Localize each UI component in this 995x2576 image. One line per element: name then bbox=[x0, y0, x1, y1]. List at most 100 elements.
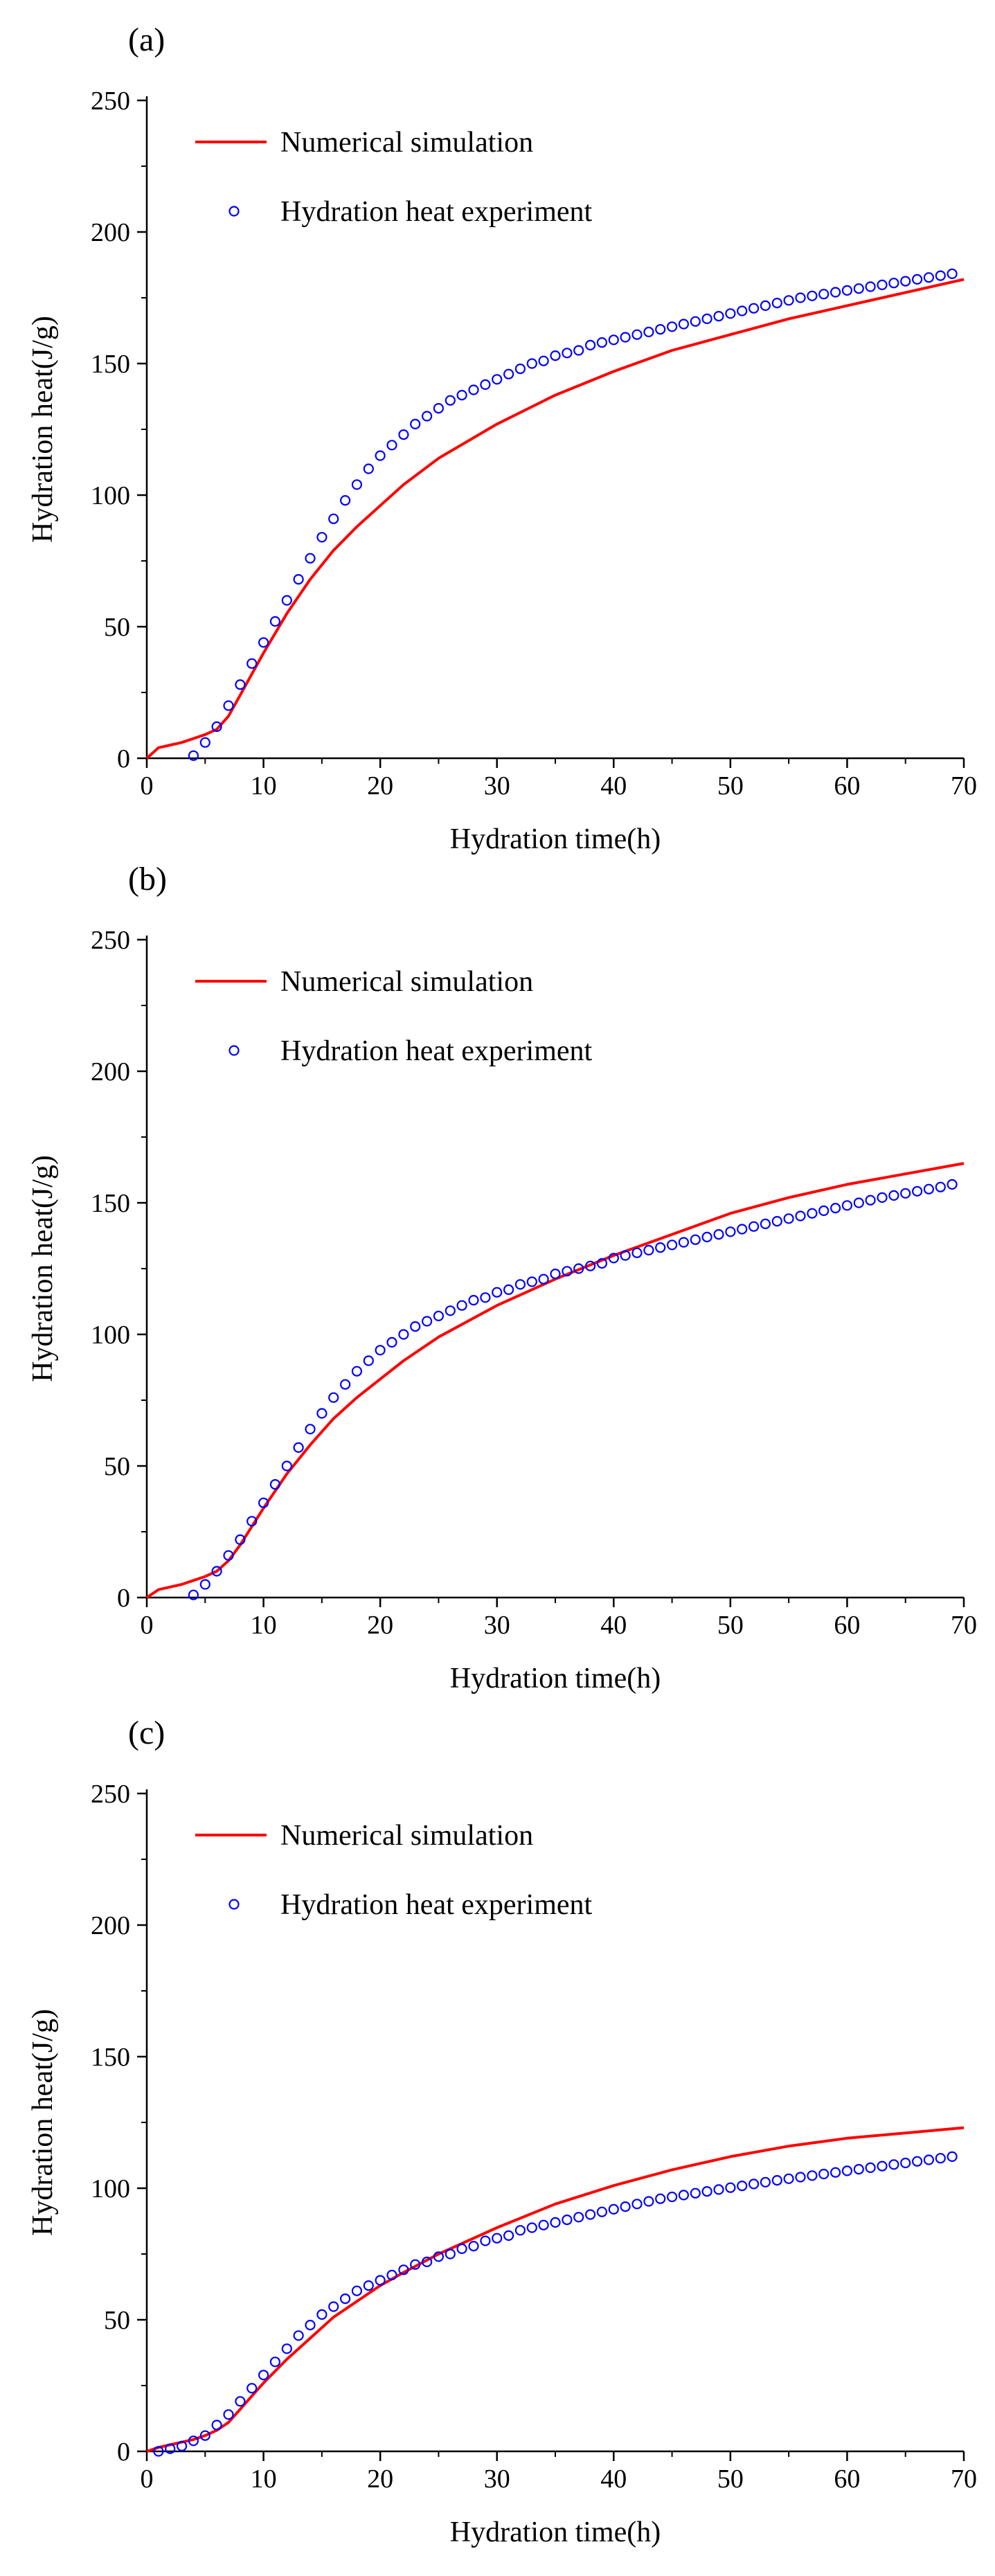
experiment-point bbox=[375, 1345, 386, 1356]
experiment-point bbox=[316, 1408, 328, 1419]
experiment-point bbox=[584, 339, 596, 350]
experiment-point bbox=[375, 450, 386, 461]
experiment-point bbox=[235, 679, 246, 690]
experiment-point bbox=[246, 658, 258, 669]
experiment-point bbox=[293, 2330, 304, 2341]
x-tick-label: 50 bbox=[717, 2465, 744, 2494]
experiment-point bbox=[538, 2219, 549, 2230]
experiment-point bbox=[771, 298, 782, 309]
experiment-point bbox=[562, 348, 573, 359]
legend-label-experiment: Hydration heat experiment bbox=[280, 1035, 592, 1067]
experiment-point bbox=[783, 1213, 794, 1224]
experiment-point bbox=[760, 300, 771, 311]
experiment-point bbox=[550, 350, 561, 361]
y-tick-label: 100 bbox=[91, 481, 130, 510]
experiment-point bbox=[410, 418, 421, 430]
x-tick-label: 70 bbox=[951, 1611, 977, 1640]
experiment-point bbox=[211, 2420, 222, 2431]
experiment-point bbox=[853, 2164, 864, 2175]
experiment-point bbox=[877, 2161, 888, 2172]
legend-marker-swatch bbox=[228, 206, 240, 217]
x-tick-label: 10 bbox=[251, 1611, 277, 1640]
experiment-point bbox=[375, 2275, 386, 2286]
experiment-point bbox=[445, 2248, 456, 2260]
experiment-point bbox=[911, 2156, 923, 2167]
experiment-point bbox=[492, 374, 503, 385]
legend-label-experiment: Hydration heat experiment bbox=[280, 196, 592, 228]
experiment-point bbox=[678, 2190, 690, 2201]
experiment-point bbox=[281, 595, 292, 606]
y-tick-label: 250 bbox=[91, 926, 130, 955]
chart-panel-1: (a) 0 50 100 150 200 250 0 10 20 30 40 50 60 70 Hydrati… bbox=[27, 21, 977, 855]
panel-label: (c) bbox=[128, 1715, 165, 1751]
experiment-point bbox=[246, 2383, 258, 2394]
experiment-point bbox=[947, 1179, 958, 1190]
experiment-point bbox=[830, 2167, 841, 2178]
experiment-point bbox=[608, 2203, 619, 2215]
series-simulation bbox=[145, 1162, 965, 1599]
experiment-point bbox=[713, 1228, 724, 1240]
x-tick-label: 30 bbox=[484, 771, 510, 800]
experiment-point bbox=[305, 553, 316, 564]
experiment-point bbox=[655, 2193, 666, 2204]
experiment-point bbox=[748, 2179, 760, 2190]
chart-panel-3: (c) 0 50 100 150 200 250 0 10 20 30 40 50 60 70 Hydrati… bbox=[27, 1715, 977, 2548]
experiment-point bbox=[445, 395, 456, 406]
x-tick-label: 10 bbox=[251, 771, 277, 800]
y-tick-label: 50 bbox=[104, 1452, 130, 1481]
experiment-point bbox=[666, 321, 678, 332]
x-axis-title: Hydration time(h) bbox=[450, 2516, 661, 2548]
y-tick-label: 100 bbox=[91, 1321, 130, 1350]
experiment-point bbox=[795, 292, 806, 303]
experiment-point bbox=[363, 2280, 374, 2291]
y-tick-label: 200 bbox=[91, 218, 130, 247]
x-tick-label: 60 bbox=[834, 2465, 860, 2494]
x-tick-label: 70 bbox=[951, 2465, 977, 2494]
experiment-point bbox=[760, 2176, 771, 2188]
series-experiment bbox=[188, 268, 958, 761]
experiment-point bbox=[923, 1183, 935, 1195]
experiment-point bbox=[900, 1188, 911, 1199]
x-axis-title: Hydration time(h) bbox=[450, 1663, 661, 1694]
experiment-point bbox=[211, 721, 222, 733]
experiment-point bbox=[865, 1195, 876, 1206]
experiment-point bbox=[795, 1210, 806, 1222]
experiment-point bbox=[935, 270, 946, 281]
experiment-point bbox=[853, 283, 864, 294]
experiment-point bbox=[841, 285, 853, 296]
experiment-point bbox=[725, 2182, 736, 2193]
experiment-point bbox=[900, 2157, 911, 2169]
experiment-point bbox=[398, 1329, 409, 1340]
experiment-point bbox=[480, 1292, 491, 1303]
experiment-point bbox=[923, 272, 935, 283]
experiment-point bbox=[935, 1181, 946, 1192]
experiment-point bbox=[514, 2225, 526, 2236]
experiment-point bbox=[480, 379, 491, 391]
experiment-point bbox=[877, 1192, 888, 1204]
experiment-point bbox=[328, 1392, 339, 1403]
experiment-point bbox=[888, 1190, 899, 1201]
experiment-point bbox=[748, 303, 760, 314]
experiment-point bbox=[456, 2243, 467, 2254]
experiment-point bbox=[911, 274, 923, 285]
experiment-point bbox=[795, 2172, 806, 2183]
y-tick-label: 0 bbox=[117, 744, 130, 773]
experiment-point bbox=[433, 1310, 445, 1322]
experiment-point bbox=[690, 1234, 701, 1245]
series-experiment bbox=[188, 1179, 958, 1600]
x-tick-label: 60 bbox=[834, 1611, 860, 1640]
y-tick-label: 200 bbox=[91, 1911, 130, 1940]
experiment-point bbox=[584, 2209, 596, 2220]
experiment-point bbox=[573, 345, 584, 356]
series-simulation bbox=[146, 2126, 965, 2453]
experiment-point bbox=[328, 2301, 339, 2312]
x-tick-label: 40 bbox=[600, 1611, 627, 1640]
experiment-point bbox=[911, 1186, 923, 1197]
experiment-point bbox=[666, 1240, 678, 1251]
experiment-point bbox=[492, 2233, 503, 2244]
experiment-point bbox=[468, 2241, 479, 2252]
experiment-point bbox=[550, 2217, 561, 2228]
experiment-point bbox=[316, 532, 328, 543]
x-tick-label: 60 bbox=[834, 771, 860, 800]
experiment-point bbox=[725, 1226, 736, 1237]
